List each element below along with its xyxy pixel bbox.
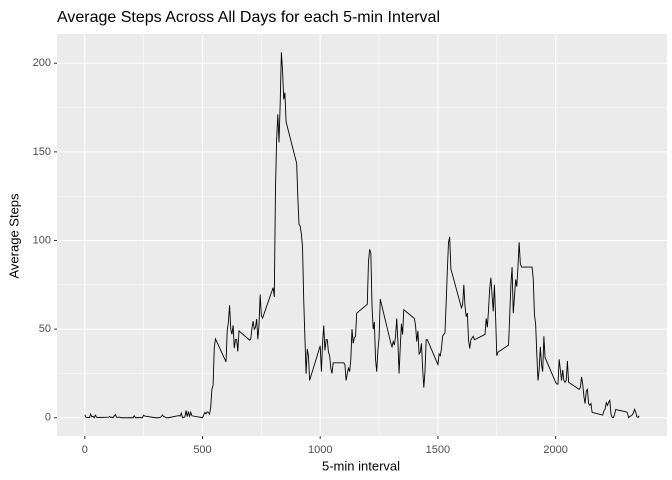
chart-title: Average Steps Across All Days for each 5… [57, 9, 440, 26]
y-axis-title: Average Steps [6, 193, 21, 279]
x-tick-label: 1000 [308, 444, 332, 456]
y-tick-label: 50 [39, 323, 51, 335]
plot-panel [57, 34, 667, 436]
y-tick-label: 0 [45, 412, 51, 424]
x-tick-label: 500 [193, 444, 211, 456]
y-tick-label: 100 [33, 234, 51, 246]
x-tick-label: 2000 [543, 444, 567, 456]
line-series [84, 52, 640, 419]
y-tick-label: 200 [33, 57, 51, 69]
y-tick-label: 150 [33, 146, 51, 158]
x-tick-label: 0 [82, 444, 88, 456]
x-axis-title: 5-min interval [322, 458, 400, 473]
x-tick-label: 1500 [426, 444, 450, 456]
